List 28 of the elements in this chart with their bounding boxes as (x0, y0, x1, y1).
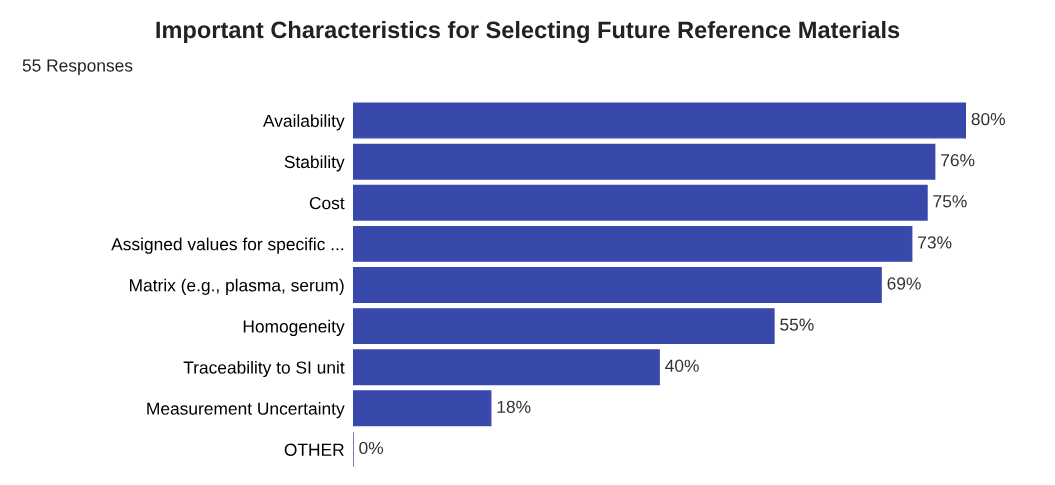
y-tick-label: Measurement Uncertainty (147, 402, 345, 419)
y-tick-label: Homogeneity (243, 319, 345, 336)
data-label: 75% (933, 195, 967, 208)
data-label: 76% (941, 154, 975, 167)
data-label: 73% (918, 236, 952, 249)
y-tick-label: Stability (284, 155, 345, 172)
bar (353, 267, 882, 303)
y-tick-label: OTHER (284, 443, 344, 456)
data-label: 0% (359, 441, 384, 455)
bar (353, 390, 492, 427)
text: 55 Responses (22, 59, 133, 76)
y-tick-label: Cost (309, 196, 345, 210)
bar (353, 308, 775, 345)
chart-title: Important Characteristics for Selecting Future Reference Materials (156, 20, 900, 44)
y-tick-label: Availability (262, 114, 345, 131)
data-label: 69% (887, 277, 921, 290)
bar (353, 102, 966, 139)
bar (353, 225, 913, 262)
bar (353, 184, 928, 221)
data-label: 18% (497, 400, 531, 413)
bar (353, 349, 660, 386)
y-tick-label: Traceability to SI unit (183, 360, 345, 378)
y-tick-label: Assigned values for specific ... (111, 237, 344, 254)
data-label: 55% (780, 318, 814, 331)
y-tick-label: Matrix (e.g., plasma, serum) (130, 278, 344, 295)
data-label: 40% (665, 359, 699, 372)
bar (353, 143, 936, 180)
data-label: 80% (971, 112, 1005, 126)
